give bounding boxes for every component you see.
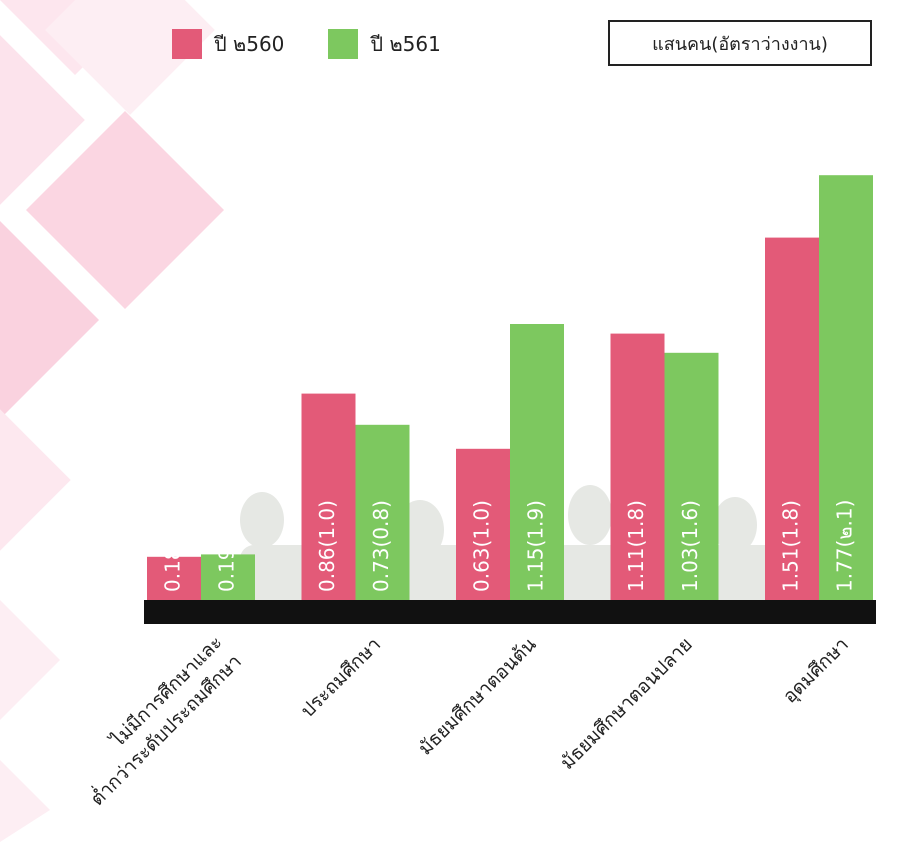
legend-swatch-2560 [172,29,202,59]
unit-label-box: แสนคน(อัตราว่างงาน) [608,20,872,66]
legend-item-2561: ปี ๒561 [328,28,441,60]
chart-baseline [144,600,876,624]
chart-legend: ปี ๒560 ปี ๒561 [172,28,441,60]
bar-value-label: 1.15(1.9) [524,500,548,592]
legend-item-2560: ปี ๒560 [172,28,284,60]
bar-2561 [201,554,255,600]
unit-label: แสนคน(อัตราว่างงาน) [652,33,828,55]
legend-swatch-2561 [328,29,359,59]
bar-value-label: 0.19(0.๒) [215,500,239,592]
bar-2561 [664,352,719,600]
bar-value-label: 1.11(1.8) [624,500,648,592]
bar-2561 [355,424,410,600]
bar-value-label: 1.77(๒.1) [833,500,857,592]
bar-value-label: 0.86(1.0) [315,500,339,592]
bar-2560 [765,237,819,600]
bar-2561 [510,324,564,600]
bar-2560 [301,393,356,600]
legend-label-2560: ปี ๒560 [214,32,285,56]
bar-value-label: 0.18(0.๒) [161,500,185,592]
bar-value-label: 1.03(1.6) [678,500,702,592]
bar-value-label: 1.51(1.8) [779,500,803,592]
bars-group: 0.18(0.๒) 0.19(0.๒) 0.86(1.0) 0.73(0.8) 0.63… [147,175,873,600]
bar-2560 [456,448,510,600]
bar-value-label: 0.63(1.0) [470,500,494,592]
legend-label-2561: ปี ๒561 [370,32,441,56]
bar-2560 [147,556,201,600]
bar-2561 [819,175,873,600]
bar-value-label: 0.73(0.8) [369,500,393,592]
bar-2560 [610,333,665,600]
